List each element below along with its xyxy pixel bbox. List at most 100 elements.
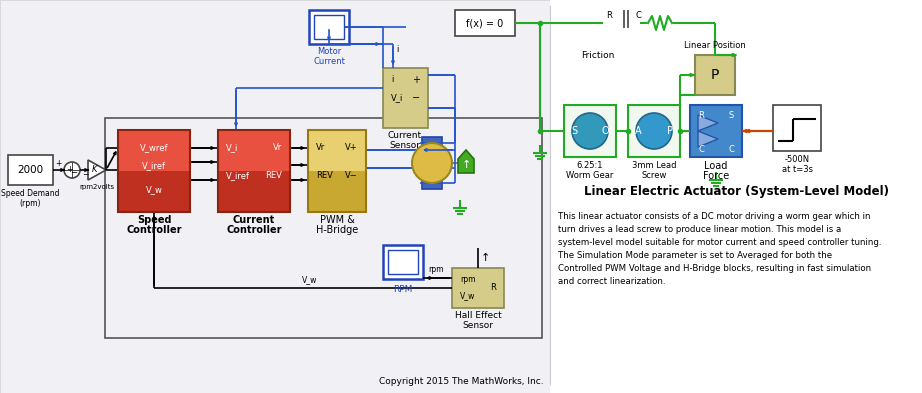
Text: This linear actuator consists of a DC motor driving a worm gear which in: This linear actuator consists of a DC mo… (558, 212, 870, 221)
Bar (309, 10, 349, 44)
Text: Sensor: Sensor (389, 141, 420, 151)
Text: R: R (698, 110, 703, 119)
Text: V+: V+ (346, 143, 358, 152)
Text: ↑: ↑ (481, 253, 491, 263)
Bar (308, 130, 366, 212)
Text: 3mm Lead: 3mm Lead (632, 162, 676, 171)
Bar (550, 0, 922, 393)
Text: at t=3s: at t=3s (782, 165, 812, 174)
Bar (118, 130, 190, 171)
Bar (455, 10, 515, 36)
Text: V_w: V_w (146, 185, 162, 195)
Text: V_iref: V_iref (226, 171, 250, 180)
Bar (422, 137, 442, 189)
Text: Controlled PWM Voltage and H-Bridge blocks, resulting in fast simulation: Controlled PWM Voltage and H-Bridge bloc… (558, 264, 871, 273)
Text: rpm2volts: rpm2volts (79, 184, 114, 190)
Text: Controller: Controller (126, 225, 182, 235)
Text: A: A (635, 126, 642, 136)
Bar (308, 171, 366, 212)
Text: V_wref: V_wref (140, 143, 168, 152)
Bar (383, 245, 423, 279)
Text: V−: V− (345, 171, 358, 180)
Bar (8, 155, 53, 185)
Text: ↑: ↑ (461, 160, 471, 170)
Circle shape (636, 113, 672, 149)
Text: Current: Current (313, 57, 345, 66)
Bar (118, 171, 190, 212)
Text: i: i (391, 75, 394, 84)
Text: +: + (55, 158, 62, 167)
Text: and correct linearization.: and correct linearization. (558, 277, 666, 286)
Text: Controller: Controller (226, 225, 282, 235)
Text: Motor: Motor (317, 48, 341, 57)
Polygon shape (88, 160, 106, 180)
Text: H-Bridge: H-Bridge (316, 225, 358, 235)
Bar (118, 130, 190, 212)
Text: −: − (70, 169, 77, 178)
Text: Friction: Friction (581, 50, 615, 59)
Text: RPM: RPM (394, 285, 413, 294)
Circle shape (412, 143, 452, 183)
Text: Current: Current (388, 132, 422, 141)
Text: Screw: Screw (642, 171, 667, 180)
Text: C: C (635, 11, 641, 20)
Bar (314, 15, 344, 39)
Bar (308, 130, 366, 171)
Bar (690, 105, 742, 157)
Text: R: R (606, 11, 612, 20)
Bar (564, 105, 616, 157)
Polygon shape (458, 150, 474, 173)
Bar (695, 55, 735, 95)
Text: P: P (711, 68, 719, 82)
Text: Load: Load (704, 161, 727, 171)
Text: (rpm): (rpm) (19, 198, 41, 208)
Text: C: C (698, 145, 703, 154)
Text: S: S (728, 110, 734, 119)
Text: V_i: V_i (391, 94, 404, 103)
Text: V_iref: V_iref (142, 162, 166, 171)
Text: −: − (412, 93, 420, 103)
Text: Speed Demand: Speed Demand (1, 189, 59, 198)
Text: 6.25:1: 6.25:1 (577, 162, 603, 171)
Polygon shape (698, 115, 718, 131)
Text: rpm: rpm (460, 275, 476, 285)
Text: i: i (396, 46, 398, 55)
Bar (218, 171, 290, 212)
Text: Copyright 2015 The MathWorks, Inc.: Copyright 2015 The MathWorks, Inc. (379, 376, 543, 386)
Circle shape (64, 162, 80, 178)
Text: 2000: 2000 (17, 165, 43, 175)
Bar (105, 118, 542, 338)
Text: +: + (66, 165, 74, 173)
Bar (0, 0, 550, 393)
Text: PWM &: PWM & (320, 215, 354, 225)
Text: REV: REV (316, 171, 333, 180)
Bar (773, 105, 821, 151)
Text: system-level model suitable for motor current and speed controller tuning.: system-level model suitable for motor cu… (558, 238, 881, 247)
Text: −: − (82, 171, 89, 180)
Text: -500N: -500N (785, 156, 810, 165)
Text: Linear Position: Linear Position (684, 42, 746, 50)
Text: +: + (412, 75, 420, 85)
Bar (628, 105, 680, 157)
Text: O: O (601, 126, 609, 136)
Text: Force: Force (703, 171, 729, 181)
Text: f(x) = 0: f(x) = 0 (467, 18, 503, 28)
Text: REV: REV (266, 171, 282, 180)
Text: turn drives a lead screw to produce linear motion. This model is a: turn drives a lead screw to produce line… (558, 225, 841, 234)
Text: S: S (571, 126, 577, 136)
Text: V_i: V_i (226, 143, 239, 152)
Text: rpm: rpm (428, 266, 443, 274)
Bar (218, 130, 290, 171)
Bar (218, 130, 290, 212)
Text: Current: Current (233, 215, 275, 225)
Text: Sensor: Sensor (463, 321, 493, 331)
Text: Linear Electric Actuator (System-Level Model): Linear Electric Actuator (System-Level M… (584, 185, 889, 198)
Bar (452, 268, 504, 308)
Text: P: P (667, 126, 673, 136)
Text: The Simulation Mode parameter is set to Averaged for both the: The Simulation Mode parameter is set to … (558, 251, 833, 260)
Bar (383, 68, 428, 128)
Text: Vr: Vr (273, 143, 282, 152)
Bar (388, 250, 418, 274)
Text: V_w: V_w (302, 275, 318, 285)
Text: Worm Gear: Worm Gear (566, 171, 614, 180)
